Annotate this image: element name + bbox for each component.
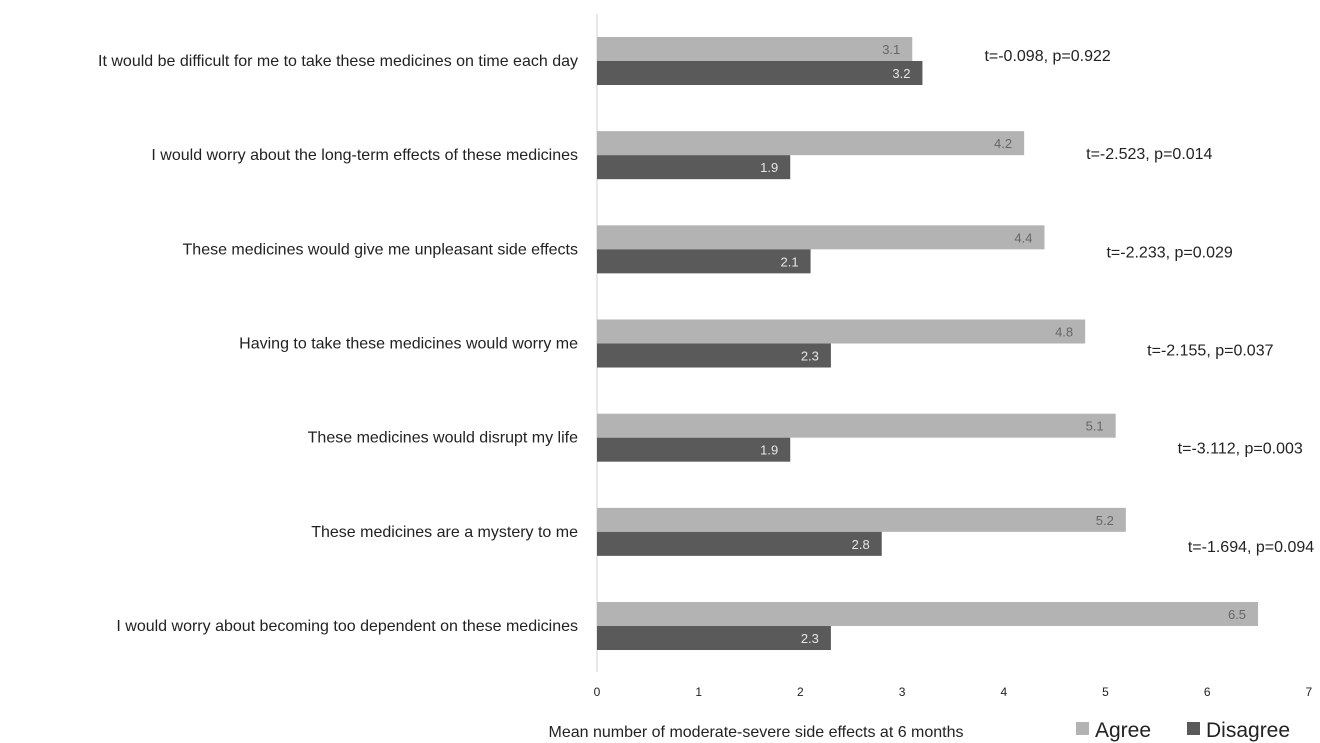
category-label: I would worry about the long-term effect… [151,147,578,164]
data-label-agree: 4.8 [1055,325,1073,340]
data-label-agree: 6.5 [1228,607,1246,622]
data-label-disagree: 2.8 [852,537,870,552]
bar-disagree [597,343,831,368]
legend: Agree Disagree [1076,719,1290,742]
x-tick-label: 5 [1102,685,1109,699]
data-label-agree: 5.2 [1096,513,1114,528]
data-label-disagree: 2.3 [801,631,819,646]
legend-swatch [1076,722,1089,735]
data-label-disagree: 1.9 [760,443,778,458]
data-label-agree: 3.1 [882,42,900,57]
x-tick-label: 7 [1306,685,1313,699]
category-label: Having to take these medicines would wor… [239,336,578,353]
x-axis-label: Mean number of moderate-severe side effe… [548,724,963,741]
x-tick-label: 6 [1204,685,1211,699]
stat-annotation: t=-2.523, p=0.014 [1086,146,1212,163]
bar-disagree [597,155,791,180]
bar-disagree [597,61,923,85]
bar-agree [597,507,1126,532]
data-label-disagree: 2.3 [801,349,819,364]
bar-agree [597,413,1116,438]
legend-label: Agree [1095,719,1151,742]
data-label-agree: 4.4 [1014,230,1032,245]
data-label-disagree: 1.9 [760,160,778,175]
x-tick-labels: 0 1 2 3 4 5 6 7 [594,685,1313,699]
category-label: These medicines would disrupt my life [308,430,578,447]
data-label-agree: 4.2 [994,136,1012,151]
stat-annotation: t=-3.112, p=0.003 [1178,441,1303,458]
data-label-disagree: 3.2 [892,66,910,81]
x-tick-label: 3 [899,685,906,699]
data-label-agree: 5.1 [1086,419,1104,434]
stat-annotation: t=-2.155, p=0.037 [1147,343,1273,360]
category-label: These medicines are a mystery to me [311,524,578,541]
stat-annotation: t=-0.098, p=0.922 [984,48,1110,65]
category-label: It would be difficult for me to take the… [98,53,578,70]
x-tick-label: 4 [1000,685,1007,699]
legend-swatch [1187,722,1200,735]
bar-agree [597,319,1086,344]
bar-disagree [597,531,882,556]
data-label-disagree: 2.1 [780,254,798,269]
bar-disagree [597,249,811,274]
stat-annotations: t=-0.098, p=0.922 t=-2.523, p=0.014 t=-2.2… [984,48,1314,556]
bar-disagree [597,437,791,462]
legend-item-disagree: Disagree [1187,719,1290,742]
bar-agree [597,131,1025,156]
bar-agree [597,37,913,61]
category-label: These medicines would give me unpleasant… [183,241,578,258]
bar-agree [597,602,1259,627]
stat-annotation: t=-2.233, p=0.029 [1106,244,1232,261]
legend-item-agree: Agree [1076,719,1151,742]
legend-label: Disagree [1206,719,1290,742]
bar-disagree [597,626,831,651]
category-labels: It would be difficult for me to take the… [98,53,578,635]
bars-group: 3.1 3.2 4.2 1.9 4.4 2.1 4.8 2.3 5.1 1.9 5.2 2.8 6.5 2… [597,37,1259,651]
x-tick-label: 2 [797,685,804,699]
stat-annotation: t=-1.694, p=0.094 [1188,539,1314,556]
category-label: I would worry about becoming too depende… [116,618,578,635]
bar-agree [597,225,1045,250]
x-tick-label: 0 [594,685,601,699]
x-tick-label: 1 [695,685,702,699]
